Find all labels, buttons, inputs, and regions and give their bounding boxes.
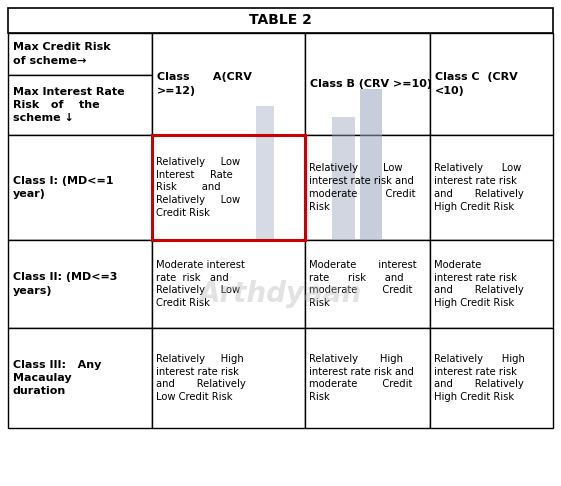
- Bar: [8, 135, 152, 240]
- Bar: [305, 33, 430, 135]
- Text: Relatively     Low
Interest     Rate
Risk        and
Relatively     Low
Credit R: Relatively Low Interest Rate Risk and Re…: [156, 157, 240, 218]
- Text: Moderate       interest
rate      risk      and
moderate        Credit
Risk: Moderate interest rate risk and moderate…: [309, 260, 417, 308]
- Text: Moderate
interest rate risk
and       Relatively
High Credit Risk: Moderate interest rate risk and Relative…: [434, 260, 524, 308]
- Text: Class B (CRV >=10): Class B (CRV >=10): [310, 79, 432, 89]
- Bar: [305, 135, 430, 240]
- Bar: [8, 75, 152, 135]
- Text: Relatively     High
interest rate risk
and       Relatively
Low Credit Risk: Relatively High interest rate risk and R…: [156, 354, 246, 402]
- Bar: [152, 240, 305, 328]
- Text: Relatively       High
interest rate risk and
moderate        Credit
Risk: Relatively High interest rate risk and m…: [309, 354, 414, 402]
- Bar: [152, 328, 305, 428]
- Text: TABLE 2: TABLE 2: [249, 14, 312, 28]
- Text: Class III:   Any
Macaulay
duration: Class III: Any Macaulay duration: [13, 360, 102, 396]
- Bar: [305, 328, 430, 428]
- Bar: [152, 33, 305, 135]
- Bar: [430, 33, 553, 135]
- Bar: [8, 328, 152, 428]
- Bar: [256, 106, 274, 240]
- Bar: [430, 135, 553, 240]
- Text: Relatively      High
interest rate risk
and       Relatively
High Credit Risk: Relatively High interest rate risk and R…: [434, 354, 525, 402]
- Bar: [430, 240, 553, 328]
- Bar: [305, 240, 430, 328]
- Text: Class C  (CRV
<10): Class C (CRV <10): [435, 72, 518, 96]
- Text: Class      A(CRV
>=12): Class A(CRV >=12): [157, 72, 252, 96]
- Text: Moderate interest
rate  risk   and
Relatively     Low
Credit Risk: Moderate interest rate risk and Relative…: [156, 260, 245, 308]
- Text: Max Interest Rate
Risk   of    the
scheme ↓: Max Interest Rate Risk of the scheme ↓: [13, 87, 125, 123]
- Text: Class II: (MD<=3
years): Class II: (MD<=3 years): [13, 272, 117, 295]
- Bar: [8, 33, 152, 75]
- Text: Arthdyaan: Arthdyaan: [199, 280, 362, 308]
- Bar: [152, 135, 305, 240]
- Bar: [430, 328, 553, 428]
- Text: Relatively      Low
interest rate risk
and       Relatively
High Credit Risk: Relatively Low interest rate risk and Re…: [434, 163, 524, 212]
- Text: Max Credit Risk
of scheme→: Max Credit Risk of scheme→: [13, 42, 111, 66]
- Bar: [333, 117, 355, 240]
- Text: Class I: (MD<=1
year): Class I: (MD<=1 year): [13, 176, 113, 199]
- Bar: [152, 135, 305, 240]
- Text: Relatively        Low
interest rate risk and
moderate         Credit
Risk: Relatively Low interest rate risk and mo…: [309, 163, 416, 212]
- Bar: [8, 8, 553, 33]
- Bar: [8, 240, 152, 328]
- Bar: [360, 89, 383, 240]
